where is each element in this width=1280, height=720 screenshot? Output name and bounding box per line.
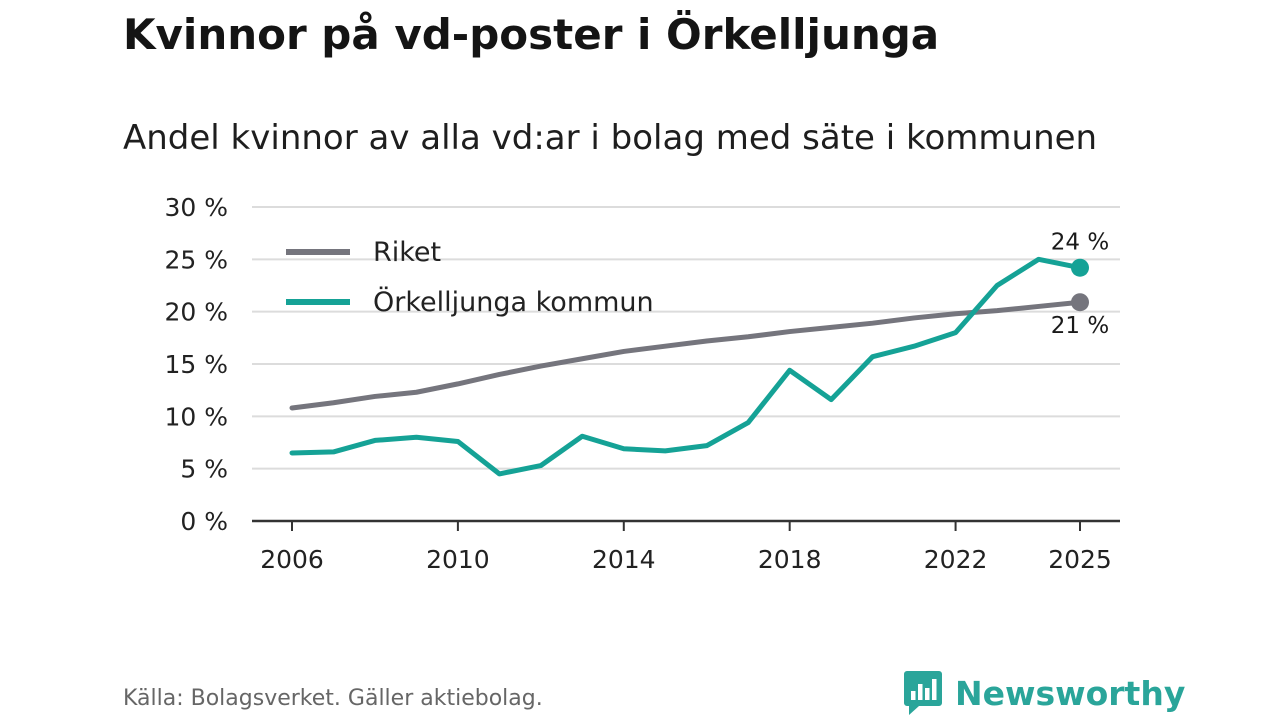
legend-label-riket: Riket bbox=[373, 237, 441, 268]
end-label-orkelljunga: 24 % bbox=[1051, 230, 1109, 256]
legend-label-orkelljunga: Örkelljunga kommun bbox=[373, 286, 654, 318]
series-line-orkelljunga bbox=[289, 256, 1083, 477]
y-tick-label: 10 % bbox=[164, 402, 228, 431]
brand: Newsworthy bbox=[903, 668, 1185, 718]
y-tick-label: 15 % bbox=[164, 350, 228, 379]
y-tick-label: 0 % bbox=[180, 507, 228, 536]
x-tick-label: 2006 bbox=[260, 545, 324, 574]
y-tick-label: 25 % bbox=[164, 245, 228, 274]
x-tick-label: 2014 bbox=[592, 545, 656, 574]
chart-subtitle: Andel kvinnor av alla vd:ar i bolag med … bbox=[123, 118, 1098, 158]
x-tick-label: 2022 bbox=[924, 545, 988, 574]
x-tick-label: 2018 bbox=[758, 545, 822, 574]
newsworthy-logo-icon bbox=[904, 671, 942, 715]
brand-name: Newsworthy bbox=[955, 673, 1186, 713]
y-tick-label: 30 % bbox=[164, 193, 228, 222]
x-tick-label: 2010 bbox=[426, 545, 490, 574]
end-point-orkelljunga bbox=[1071, 258, 1089, 277]
source-note: Källa: Bolagsverket. Gäller aktiebolag. bbox=[123, 686, 543, 711]
chart-title: Kvinnor på vd-poster i Örkelljunga bbox=[123, 10, 940, 59]
y-tick-label: 5 % bbox=[180, 455, 228, 484]
end-label-riket: 21 % bbox=[1051, 313, 1109, 339]
series-line-riket bbox=[289, 299, 1083, 411]
x-tick-label: 2025 bbox=[1048, 545, 1112, 574]
end-point-riket bbox=[1071, 293, 1089, 312]
y-tick-label: 20 % bbox=[164, 298, 228, 327]
